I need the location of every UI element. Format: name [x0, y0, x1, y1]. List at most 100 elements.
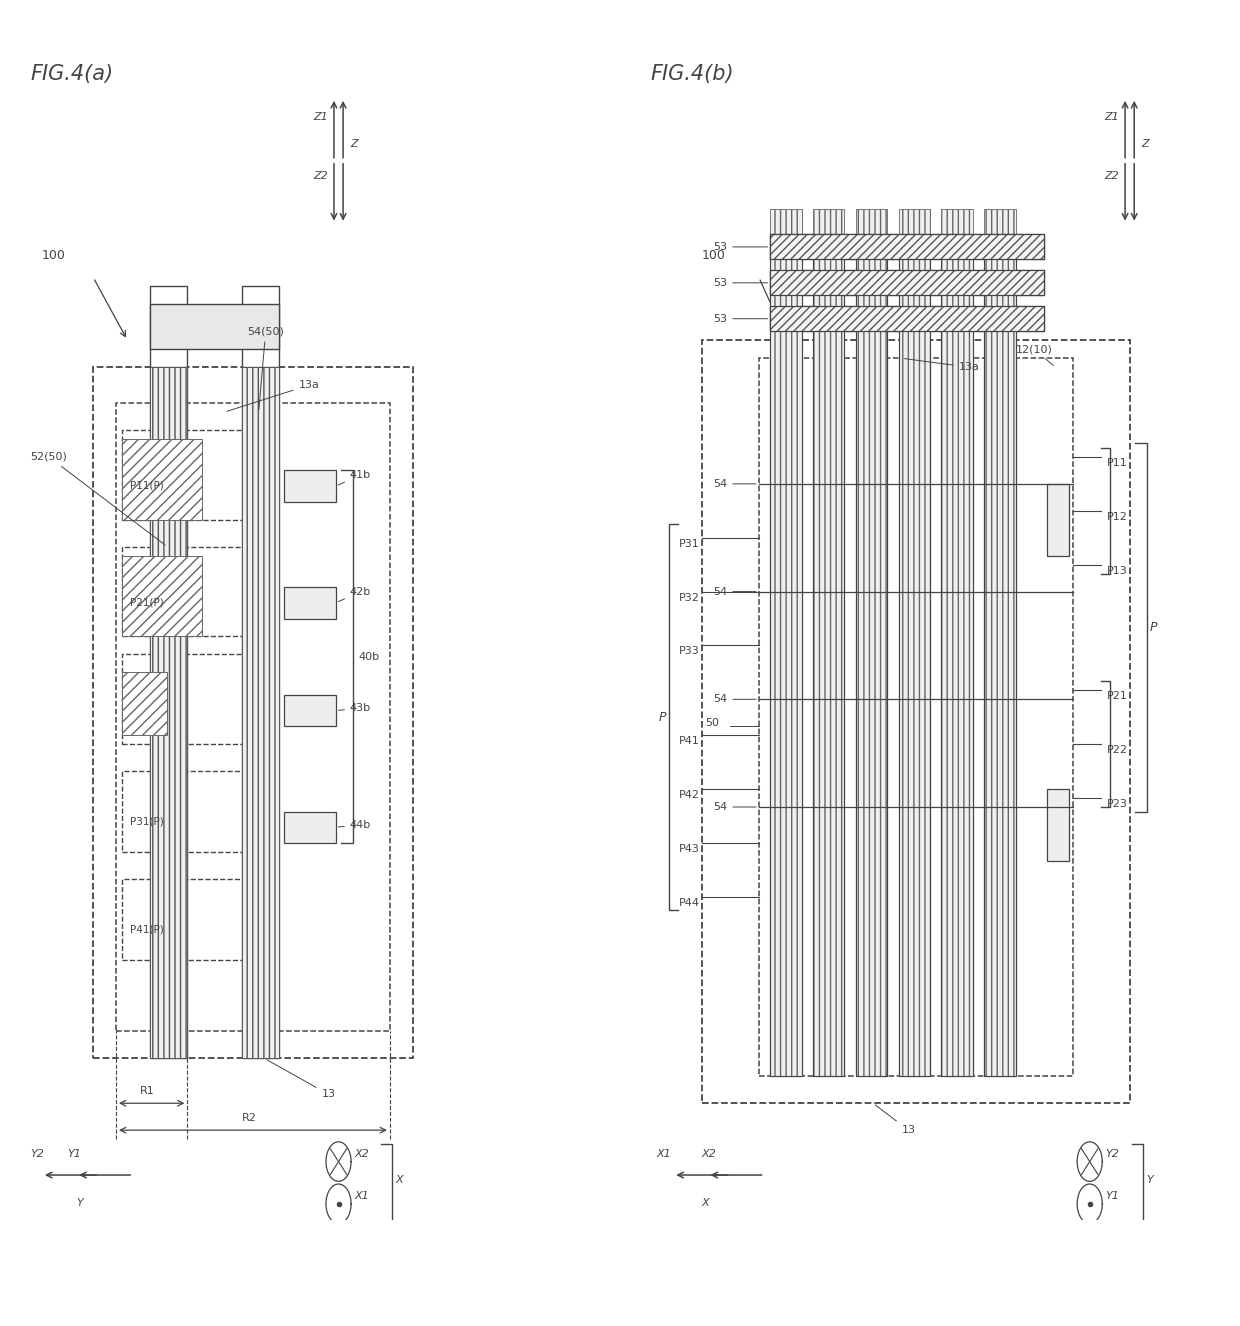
- Text: X: X: [702, 1199, 709, 1208]
- Bar: [770, 235, 1044, 260]
- Bar: [813, 358, 844, 1077]
- Text: 53: 53: [713, 241, 768, 252]
- Text: Y: Y: [76, 1199, 83, 1208]
- Bar: [150, 286, 187, 367]
- Bar: [150, 367, 187, 1058]
- Bar: [856, 235, 888, 1077]
- Text: P44: P44: [680, 898, 701, 908]
- Text: Y: Y: [1147, 1175, 1153, 1184]
- Bar: [941, 358, 973, 1077]
- Bar: [122, 672, 167, 735]
- Text: 42b: 42b: [339, 586, 371, 602]
- Text: P33: P33: [680, 647, 699, 656]
- Text: P12: P12: [1107, 512, 1127, 522]
- Bar: [770, 235, 1044, 260]
- Bar: [899, 358, 930, 1077]
- Bar: [856, 358, 888, 1077]
- Text: 54: 54: [713, 586, 756, 597]
- Text: P: P: [660, 711, 667, 724]
- Bar: [93, 367, 413, 1058]
- Bar: [122, 772, 247, 851]
- Text: Z1: Z1: [1104, 113, 1118, 122]
- Text: 13: 13: [267, 1059, 335, 1099]
- Text: P: P: [1149, 621, 1157, 634]
- Text: R1: R1: [140, 1086, 155, 1097]
- Bar: [985, 235, 1016, 1077]
- Text: R2: R2: [242, 1114, 257, 1123]
- Bar: [770, 235, 1044, 260]
- Text: P13: P13: [1107, 566, 1127, 575]
- Text: 54: 54: [713, 695, 756, 704]
- Bar: [899, 235, 930, 1077]
- Bar: [770, 271, 1044, 296]
- Text: 12(10): 12(10): [1016, 345, 1053, 366]
- Bar: [759, 358, 1073, 1077]
- Text: 50: 50: [704, 719, 719, 728]
- Bar: [813, 235, 844, 1077]
- Bar: [1047, 484, 1069, 556]
- Bar: [813, 235, 844, 1077]
- Bar: [770, 306, 1044, 332]
- Text: 13a: 13a: [904, 358, 980, 373]
- Bar: [122, 655, 247, 744]
- Bar: [702, 341, 1130, 1103]
- Bar: [150, 305, 279, 349]
- Bar: [242, 367, 279, 1058]
- Bar: [941, 210, 973, 1077]
- Text: Y1: Y1: [68, 1150, 82, 1159]
- Text: 44b: 44b: [339, 819, 371, 830]
- Text: P31(P): P31(P): [130, 817, 164, 827]
- Text: FIG.4(a): FIG.4(a): [31, 64, 114, 84]
- Bar: [770, 358, 802, 1077]
- Bar: [242, 367, 279, 1058]
- Bar: [284, 812, 336, 843]
- Text: 13: 13: [875, 1105, 915, 1135]
- Bar: [117, 403, 389, 1032]
- Text: Z2: Z2: [1104, 171, 1118, 180]
- Bar: [284, 471, 336, 501]
- Bar: [770, 235, 802, 1077]
- Bar: [1047, 789, 1069, 861]
- Bar: [770, 235, 802, 1077]
- Bar: [770, 235, 1044, 260]
- Text: P41: P41: [680, 736, 699, 747]
- Text: 13a: 13a: [227, 381, 320, 411]
- Bar: [985, 358, 1016, 1077]
- Text: 52(50): 52(50): [31, 452, 165, 545]
- Text: P31: P31: [680, 538, 699, 549]
- Text: X: X: [396, 1175, 403, 1184]
- Text: X1: X1: [355, 1191, 370, 1201]
- Text: P43: P43: [680, 843, 699, 854]
- Text: Y2: Y2: [31, 1150, 45, 1159]
- Text: P32: P32: [680, 593, 699, 602]
- Text: P21: P21: [1107, 691, 1127, 701]
- Text: 100: 100: [702, 249, 725, 263]
- Text: Z: Z: [1141, 139, 1148, 150]
- Text: 41b: 41b: [339, 469, 371, 485]
- Bar: [770, 210, 802, 1077]
- Bar: [856, 235, 888, 1077]
- Bar: [284, 695, 336, 727]
- Bar: [856, 210, 888, 1077]
- Bar: [941, 235, 973, 1077]
- Bar: [770, 306, 1044, 332]
- Text: Z: Z: [350, 139, 357, 150]
- Text: P42: P42: [680, 790, 701, 800]
- Bar: [770, 306, 1044, 332]
- Text: 40b: 40b: [358, 651, 379, 662]
- Text: 54: 54: [713, 802, 756, 812]
- Text: X2: X2: [355, 1150, 370, 1159]
- Text: P41(P): P41(P): [130, 924, 164, 935]
- Bar: [770, 271, 1044, 296]
- Bar: [122, 879, 247, 960]
- Text: Y1: Y1: [1106, 1191, 1120, 1201]
- Text: Y2: Y2: [1106, 1150, 1120, 1159]
- Bar: [122, 556, 202, 636]
- Text: P23: P23: [1107, 800, 1127, 809]
- Text: 43b: 43b: [339, 703, 371, 713]
- Text: P11: P11: [1107, 457, 1127, 468]
- Text: 100: 100: [42, 249, 66, 263]
- Bar: [122, 430, 247, 520]
- Bar: [770, 271, 1044, 296]
- Bar: [985, 210, 1016, 1077]
